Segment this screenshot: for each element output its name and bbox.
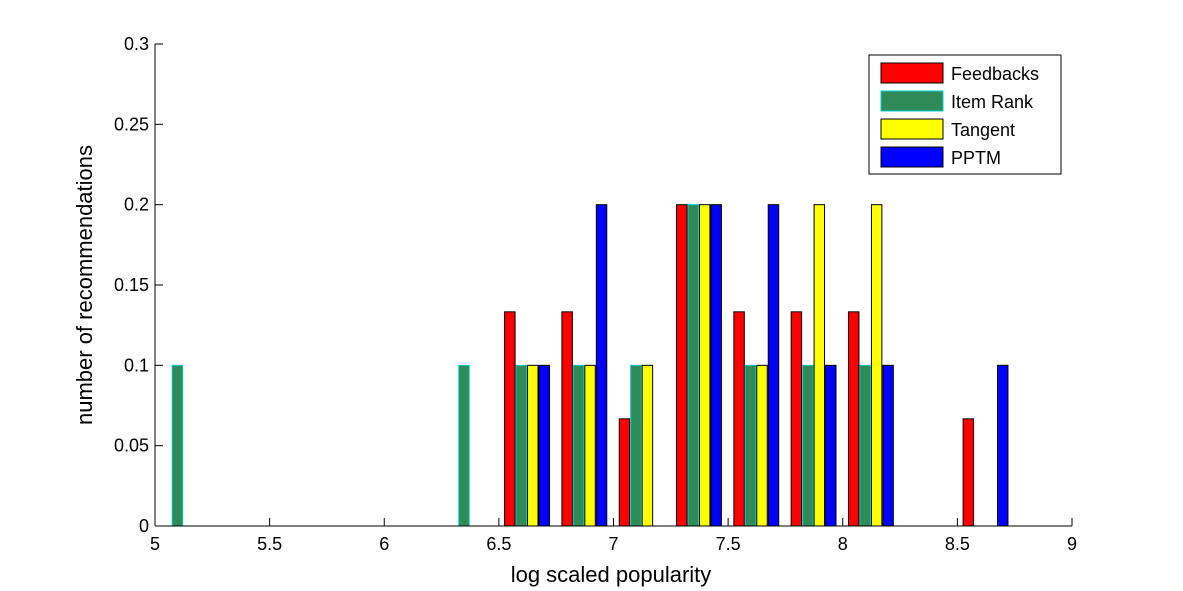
x-tick-label: 7	[608, 534, 618, 554]
y-axis-label: number of recommendations	[72, 145, 97, 425]
bar-pptm-11	[825, 364, 837, 527]
legend-label-item-rank: Item Rank	[951, 92, 1034, 112]
bar-pptm-6	[538, 364, 550, 527]
legend-label-feedbacks: Feedbacks	[951, 64, 1039, 84]
legend-swatch-pptm	[880, 146, 944, 168]
legend-label-pptm: PPTM	[951, 148, 1001, 168]
bar-feedbacks-6	[504, 311, 516, 527]
bar-pptm-14	[996, 364, 1009, 527]
bar-tangent-9	[698, 204, 711, 527]
y-tick-label: 0.2	[124, 195, 149, 215]
bar-tangent-6	[527, 364, 539, 527]
y-tick-label: 0	[139, 516, 149, 536]
x-tick-label: 5	[150, 534, 160, 554]
bar-item-rank-10	[744, 364, 757, 527]
x-tick-label: 8	[838, 534, 848, 554]
y-tick-label: 0.15	[114, 275, 149, 295]
x-tick-label: 7.5	[716, 534, 741, 554]
legend-swatch-tangent	[880, 118, 944, 140]
bar-pptm-9	[710, 204, 722, 527]
bar-tangent-7	[584, 364, 596, 527]
x-tick-label: 9	[1067, 534, 1077, 554]
bar-tangent-12	[870, 204, 883, 527]
bar-item-rank-8	[630, 364, 642, 527]
bar-tangent-10	[756, 364, 768, 527]
bar-tangent-11	[813, 204, 826, 527]
legend-label-tangent: Tangent	[951, 120, 1015, 140]
bar-feedbacks-14	[962, 418, 975, 527]
x-tick-label: 6.5	[486, 534, 511, 554]
bar-feedbacks-7	[561, 311, 573, 527]
y-tick-label: 0.25	[114, 114, 149, 134]
axes-group: 5 5.5 6 6.5 7 7.5 8 8.5 9 0 0.05 0.1 0.15 0.2 0.25 0.3	[114, 34, 1077, 554]
bar-item-rank-11	[802, 364, 814, 527]
bar-pptm-12	[882, 364, 894, 527]
legend: Feedbacks Item Rank Tangent PPTM	[868, 54, 1062, 175]
bar-item-rank-6	[515, 364, 528, 527]
bar-pptm-7	[595, 204, 608, 527]
x-tick-label: 8.5	[945, 534, 970, 554]
bar-item-rank-9	[687, 204, 699, 527]
bars-group	[171, 204, 1009, 527]
x-axis-label: log scaled popularity	[511, 562, 712, 587]
bar-item-rank-5	[458, 364, 470, 527]
y-tick-label: 0.1	[124, 355, 149, 375]
bar-feedbacks-10	[733, 311, 745, 527]
x-tick-label: 5.5	[257, 534, 282, 554]
legend-swatch-feedbacks	[880, 62, 944, 84]
x-tick-label: 6	[379, 534, 389, 554]
bar-feedbacks-11	[790, 311, 803, 527]
legend-swatch-item-rank	[880, 90, 944, 112]
bar-feedbacks-12	[847, 311, 860, 527]
bar-pptm-10	[767, 204, 780, 527]
bar-feedbacks-9	[676, 204, 688, 527]
bar-feedbacks-8	[618, 418, 631, 527]
y-tick-label: 0.05	[114, 436, 149, 456]
bar-tangent-8	[641, 364, 654, 527]
bar-item-rank-7	[572, 364, 585, 527]
bar-item-rank-12	[859, 364, 871, 527]
y-tick-label: 0.3	[124, 34, 149, 54]
bar-item-rank-0	[171, 364, 184, 527]
